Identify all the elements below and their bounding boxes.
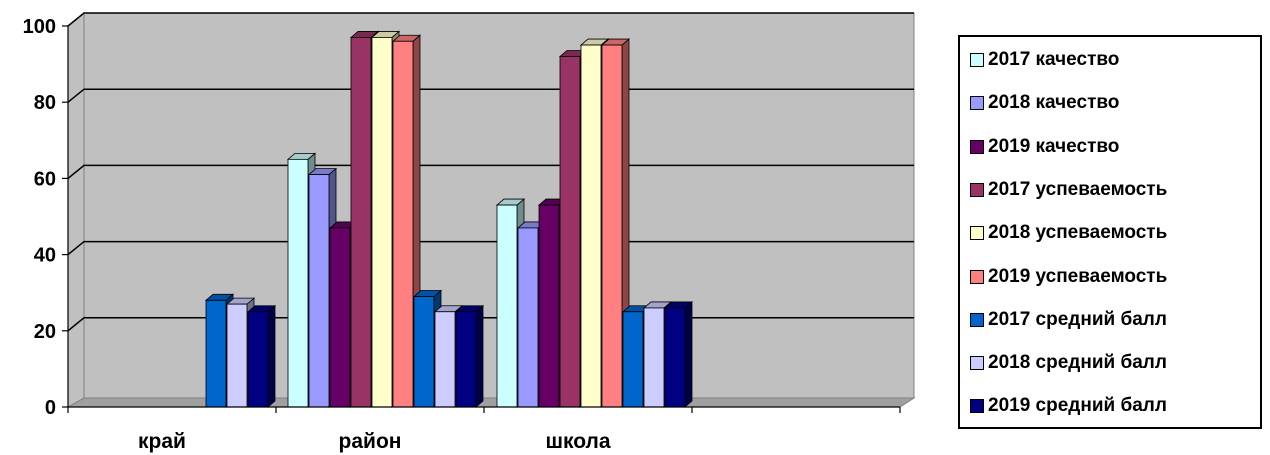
x-tick-label: школа <box>545 430 610 453</box>
legend-item: 2017 качество <box>970 47 1119 73</box>
y-tick-label: 20 <box>34 321 56 343</box>
x-tick-label: район <box>339 430 402 453</box>
gridline <box>67 240 914 256</box>
legend-label: 2018 средний балл <box>988 352 1167 374</box>
legend-swatch <box>970 312 984 327</box>
legend-item: 2018 качество <box>970 90 1119 116</box>
legend-item: 2019 успеваемость <box>970 264 1167 290</box>
y-tick-label: 0 <box>45 397 56 419</box>
legend-label: 2017 успеваемость <box>988 178 1168 200</box>
bar-chart: 0 20 40 60 80 100 край район школа <box>23 11 916 453</box>
x-tick-label: край <box>138 430 186 453</box>
gridline <box>67 164 914 179</box>
legend-item: 2019 качество <box>970 134 1119 160</box>
plot-floor <box>66 397 916 408</box>
bar <box>663 301 694 408</box>
legend-label: 2019 средний балл <box>988 395 1167 417</box>
legend-item: 2019 средний балл <box>970 393 1167 419</box>
legend-label: 2017 качество <box>988 49 1120 70</box>
bar <box>246 304 277 408</box>
legend-swatch <box>970 182 984 197</box>
legend-swatch <box>970 356 984 371</box>
legend: 2017 качество 2018 качество 2019 качество 2… <box>958 35 1262 429</box>
legend-swatch <box>970 226 984 241</box>
legend-item: 2017 успеваемость <box>970 177 1167 203</box>
y-tick-label: 80 <box>34 92 56 114</box>
plot-side-wall <box>67 11 85 408</box>
legend-swatch <box>970 53 984 67</box>
legend-item: 2018 средний балл <box>970 350 1167 376</box>
legend-swatch <box>970 399 984 414</box>
legend-label: 2018 успеваемость <box>988 222 1168 244</box>
y-tick-label: 40 <box>34 245 56 267</box>
legend-swatch <box>970 96 984 111</box>
gridline <box>67 12 914 27</box>
legend-swatch <box>970 269 984 284</box>
legend-label: 2017 средний балл <box>988 308 1167 330</box>
legend-label: 2019 качество <box>988 135 1120 157</box>
legend-item: 2018 успеваемость <box>970 220 1167 246</box>
y-tick-label: 100 <box>23 16 56 38</box>
bar <box>454 304 485 408</box>
legend-swatch <box>970 139 984 154</box>
legend-label: 2018 качество <box>988 92 1120 114</box>
legend-item: 2017 средний балл <box>970 307 1167 333</box>
legend-label: 2019 успеваемость <box>988 265 1168 287</box>
gridline <box>67 88 914 103</box>
y-tick-label: 60 <box>34 168 56 190</box>
